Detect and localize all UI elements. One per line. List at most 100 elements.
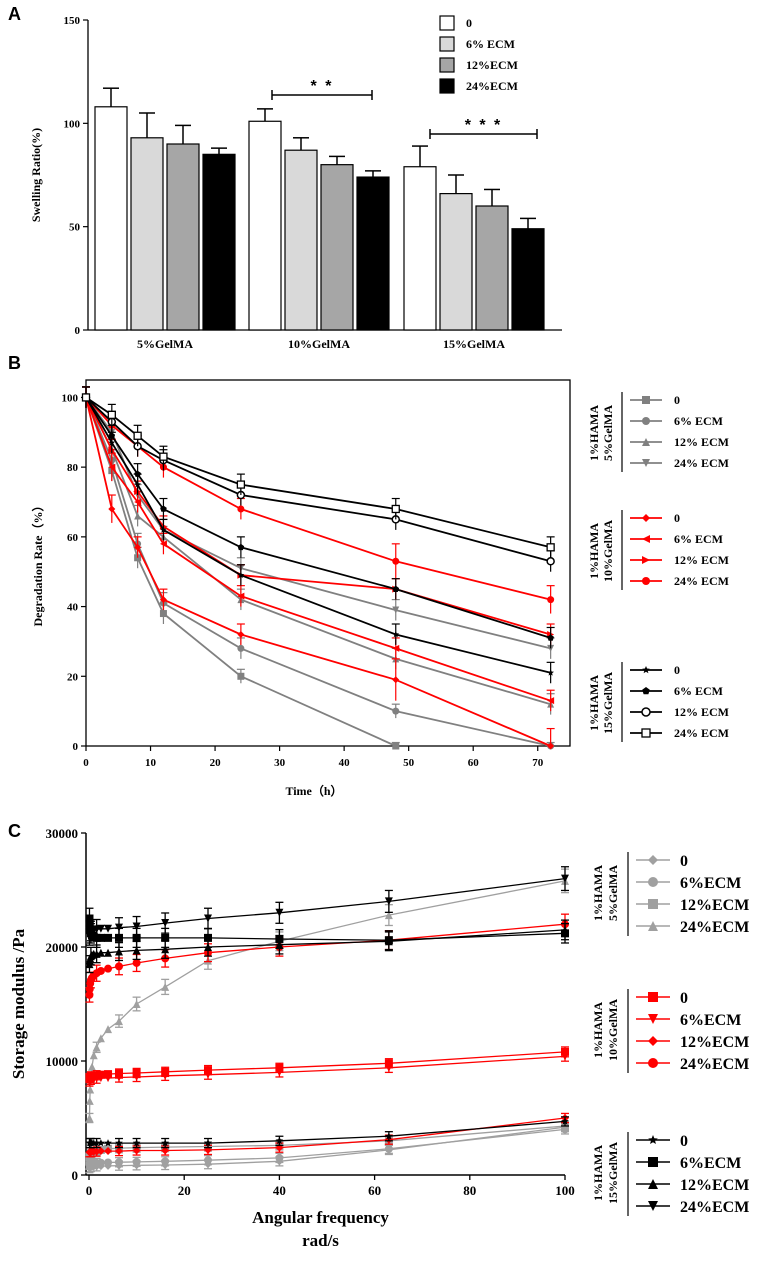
data-point <box>104 1025 113 1034</box>
legend-marker <box>642 514 650 522</box>
significance-label: * * <box>311 78 334 95</box>
y-tick-label: 20000 <box>46 940 79 955</box>
data-point <box>561 874 569 883</box>
y-tick-label: 150 <box>64 15 81 27</box>
data-point <box>204 1156 212 1165</box>
x-tick-label: 80 <box>463 1183 476 1198</box>
y-tick-label: 0 <box>73 741 79 753</box>
legend-marker <box>648 1036 658 1046</box>
x-category-label: 10%GelMA <box>288 337 350 351</box>
legend-label: 12%ECM <box>680 1034 749 1051</box>
data-point <box>204 943 212 951</box>
x-tick-label: 50 <box>403 757 415 769</box>
x-tick-label: 10 <box>145 757 157 769</box>
data-point <box>160 505 167 512</box>
y-tick-label: 100 <box>62 392 79 404</box>
data-point <box>204 914 212 923</box>
data-point <box>392 606 400 614</box>
y-tick-label: 30000 <box>46 826 79 841</box>
bar <box>511 228 545 331</box>
data-point <box>275 1136 284 1144</box>
x-tick-label: 100 <box>555 1183 575 1198</box>
bar <box>284 149 318 331</box>
legend-marker <box>648 877 658 887</box>
data-point <box>204 1139 212 1147</box>
data-point <box>237 630 245 638</box>
legend-group-label: 5%GelMA <box>601 405 615 461</box>
data-point <box>237 592 245 600</box>
legend-label: 24%ECM <box>680 919 749 936</box>
y-tick-label: 10000 <box>46 1054 79 1069</box>
series-line <box>85 397 551 706</box>
data-point <box>547 669 554 676</box>
data-point <box>392 676 400 684</box>
legend-label: 0 <box>680 853 688 870</box>
panel-label-a: A <box>8 4 21 24</box>
data-point <box>108 463 116 471</box>
data-point <box>161 933 170 942</box>
data-point <box>96 1074 105 1083</box>
legend-label: 12%ECM <box>680 1177 749 1194</box>
data-point <box>87 1062 96 1071</box>
y-tick-label: 20 <box>67 671 79 683</box>
panel-c-storage-modulus-chart: C 0 20 40 60 80 100 0 10000 20000 30000 Angular fr… <box>8 821 749 1250</box>
data-point <box>392 707 400 715</box>
data-point <box>132 946 141 955</box>
data-point <box>275 1153 284 1162</box>
data-point <box>96 966 105 975</box>
x-axis-title: rad/s <box>302 1231 339 1250</box>
x-tick-label: 20 <box>210 757 222 769</box>
data-point <box>89 1051 98 1060</box>
bar <box>475 205 509 331</box>
x-tick-label: 60 <box>368 1183 381 1198</box>
legend-marker <box>642 556 650 564</box>
legend-group-label: 15%GelMA <box>606 1142 620 1204</box>
data-point <box>547 634 554 641</box>
legend-label: 12% ECM <box>674 435 729 449</box>
legend-marker <box>648 992 658 1002</box>
legend-swatch <box>439 57 455 73</box>
bar <box>202 153 236 331</box>
data-point <box>132 922 141 931</box>
legend-label: 6% ECM <box>674 414 723 428</box>
data-point <box>86 1085 95 1094</box>
legend-marker <box>648 1058 658 1068</box>
data-point <box>384 1063 393 1072</box>
data-point <box>391 504 400 514</box>
y-tick-label: 100 <box>64 118 81 130</box>
data-point <box>133 431 142 440</box>
data-point <box>384 937 393 946</box>
legend-group-label: 1%HAMA <box>587 675 601 731</box>
legend-marker <box>648 1157 658 1167</box>
data-point <box>392 557 400 565</box>
x-tick-label: 20 <box>178 1183 191 1198</box>
data-point <box>546 557 555 566</box>
data-point <box>85 914 94 923</box>
legend-label: 0 <box>674 393 680 407</box>
legend-marker <box>642 535 650 543</box>
data-point <box>132 958 141 967</box>
series-line <box>88 877 566 936</box>
significance-label: * * * <box>465 117 503 134</box>
legend-marker <box>642 438 650 446</box>
data-point <box>237 543 245 551</box>
legend-label: 0 <box>680 1133 688 1150</box>
data-point <box>132 1000 141 1008</box>
data-point <box>96 1158 105 1167</box>
data-point <box>547 742 555 750</box>
data-point <box>132 1072 141 1081</box>
legend-label: 0 <box>674 511 680 525</box>
data-point <box>114 1158 123 1167</box>
series-line <box>85 396 551 563</box>
x-tick-label: 0 <box>83 757 89 769</box>
data-point <box>114 923 123 932</box>
data-point <box>114 947 123 956</box>
legend-label: 0 <box>466 16 472 30</box>
series-line <box>88 1051 566 1079</box>
data-point <box>384 911 393 920</box>
data-point <box>85 985 94 994</box>
data-point <box>114 1017 123 1026</box>
data-point <box>384 897 393 906</box>
data-point <box>161 1146 170 1155</box>
y-axis-title: Swelling Ratio(%) <box>29 128 43 222</box>
